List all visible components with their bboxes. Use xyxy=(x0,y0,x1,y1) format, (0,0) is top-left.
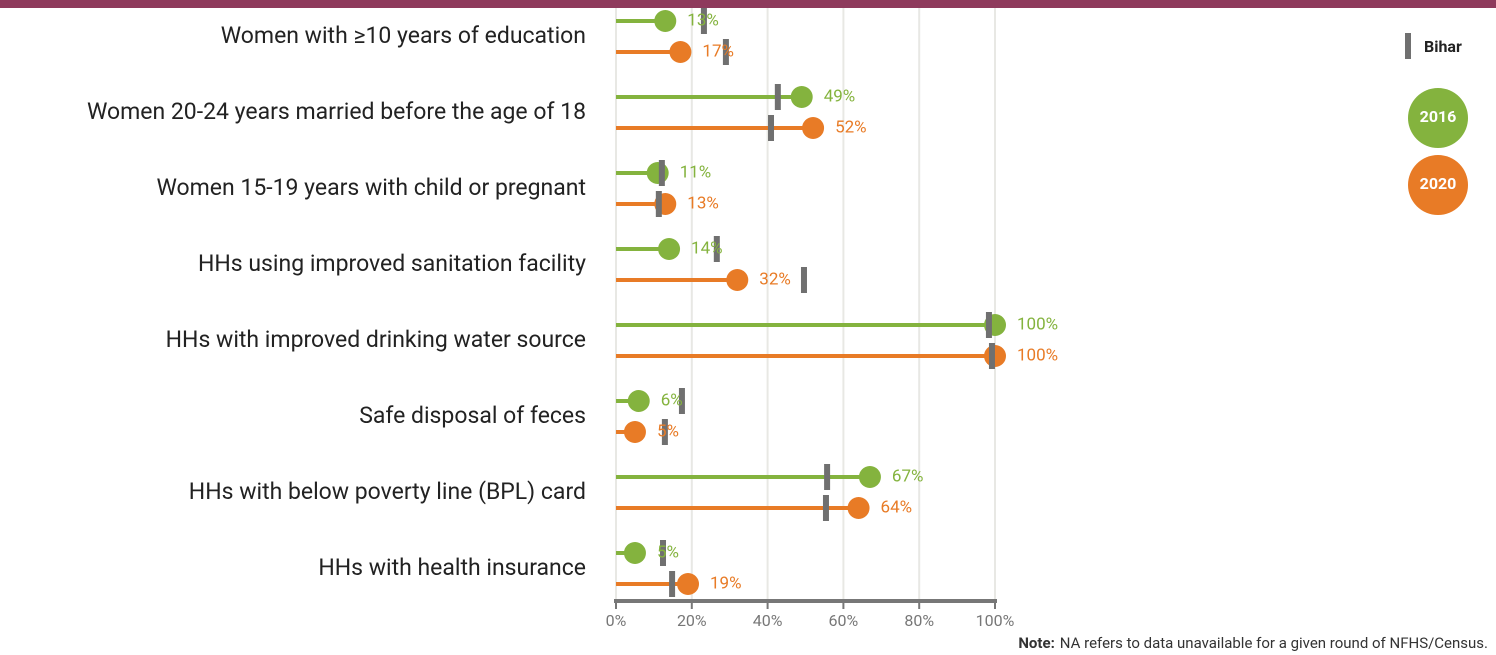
reference-marker xyxy=(774,84,781,110)
reference-marker xyxy=(822,495,829,521)
reference-marker xyxy=(985,312,992,338)
reference-marker xyxy=(713,236,720,262)
legend-label: 2020 xyxy=(1420,174,1457,193)
value-label: 100% xyxy=(1017,314,1058,334)
value-label: 5% xyxy=(657,542,679,562)
value-label: 49% xyxy=(824,86,856,106)
note: Note: NA refers to data unavailable for a… xyxy=(1018,634,1488,652)
reference-marker xyxy=(678,388,685,414)
value-label: 32% xyxy=(759,269,791,289)
value-label: 6% xyxy=(661,390,683,410)
dot xyxy=(623,421,646,443)
legend-label: 2016 xyxy=(1420,107,1457,126)
value-label: 17% xyxy=(702,41,734,61)
dot xyxy=(627,390,650,412)
legend-reference-label: Bihar xyxy=(1424,37,1462,56)
value-label: 64% xyxy=(881,497,913,517)
reference-marker xyxy=(659,540,666,566)
reference-marker xyxy=(658,160,665,186)
top-bar xyxy=(0,0,1496,8)
note-label: Note: xyxy=(1018,634,1054,652)
value-label: 67% xyxy=(892,466,924,486)
dot xyxy=(847,497,870,519)
dot xyxy=(654,10,677,32)
reference-marker xyxy=(824,464,831,490)
dot xyxy=(623,542,646,564)
value-label: 14% xyxy=(691,238,723,258)
category-label: Safe disposal of feces xyxy=(359,402,586,429)
value-label: 13% xyxy=(687,193,719,213)
reference-marker xyxy=(768,115,775,141)
reference-marker xyxy=(655,191,662,217)
dot xyxy=(677,573,700,595)
reference-marker xyxy=(661,419,668,445)
dot xyxy=(790,86,813,108)
dot xyxy=(858,466,881,488)
dot xyxy=(802,117,825,139)
reference-marker xyxy=(800,267,807,293)
category-label: Women 15-19 years with child or pregnant xyxy=(156,174,586,201)
x-tick-label: 20% xyxy=(677,611,707,630)
x-tick-label: 100% xyxy=(976,611,1015,630)
x-tick-label: 60% xyxy=(829,611,859,630)
legend-swatch xyxy=(1408,88,1468,148)
reference-marker xyxy=(722,39,729,65)
note-text: NA refers to data unavailable for a give… xyxy=(1060,634,1488,652)
dot xyxy=(669,41,692,63)
category-label: HHs with below poverty line (BPL) card xyxy=(189,478,586,505)
x-tick-label: 80% xyxy=(904,611,934,630)
dot xyxy=(646,162,669,184)
value-label: 19% xyxy=(710,573,742,593)
reference-marker xyxy=(700,8,707,34)
category-label: HHs with improved drinking water source xyxy=(166,326,586,353)
reference-marker xyxy=(988,343,995,369)
category-label: Women with ≥10 years of education xyxy=(221,22,586,49)
value-label: 11% xyxy=(680,162,712,182)
legend-swatch xyxy=(1408,155,1468,215)
dot xyxy=(984,345,1006,367)
reference-marker xyxy=(669,571,676,597)
x-tick-label: 0% xyxy=(606,611,627,630)
value-label: 100% xyxy=(1017,345,1058,365)
legend-reference-marker xyxy=(1405,33,1411,59)
value-label: 5% xyxy=(657,421,679,441)
category-label: HHs with health insurance xyxy=(318,554,586,581)
category-label: Women 20-24 years married before the age… xyxy=(87,98,586,125)
category-label: HHs using improved sanitation facility xyxy=(198,250,586,277)
dot xyxy=(726,269,749,291)
value-label: 52% xyxy=(835,117,867,137)
dot xyxy=(658,238,681,260)
x-tick-label: 40% xyxy=(753,611,783,630)
value-label: 13% xyxy=(687,10,719,30)
